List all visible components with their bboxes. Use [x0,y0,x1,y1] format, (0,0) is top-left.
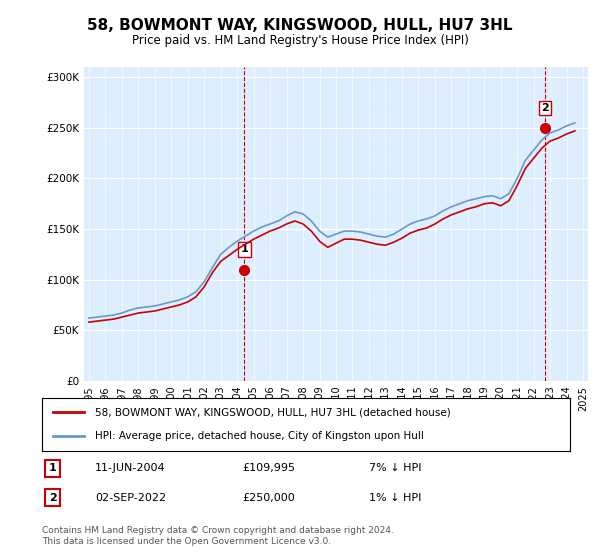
Text: 1: 1 [49,463,56,473]
Text: 2: 2 [49,493,56,503]
Text: £250,000: £250,000 [242,493,295,503]
Text: 1% ↓ HPI: 1% ↓ HPI [370,493,422,503]
Text: Price paid vs. HM Land Registry's House Price Index (HPI): Price paid vs. HM Land Registry's House … [131,34,469,47]
Text: 58, BOWMONT WAY, KINGSWOOD, HULL, HU7 3HL (detached house): 58, BOWMONT WAY, KINGSWOOD, HULL, HU7 3H… [95,408,451,418]
Text: 7% ↓ HPI: 7% ↓ HPI [370,463,422,473]
Text: HPI: Average price, detached house, City of Kingston upon Hull: HPI: Average price, detached house, City… [95,431,424,441]
Text: 1: 1 [241,244,248,254]
Text: 11-JUN-2004: 11-JUN-2004 [95,463,166,473]
Text: 2: 2 [541,102,548,113]
Text: 02-SEP-2022: 02-SEP-2022 [95,493,166,503]
Text: £109,995: £109,995 [242,463,296,473]
Text: Contains HM Land Registry data © Crown copyright and database right 2024.
This d: Contains HM Land Registry data © Crown c… [42,526,394,546]
Text: 58, BOWMONT WAY, KINGSWOOD, HULL, HU7 3HL: 58, BOWMONT WAY, KINGSWOOD, HULL, HU7 3H… [87,18,513,32]
